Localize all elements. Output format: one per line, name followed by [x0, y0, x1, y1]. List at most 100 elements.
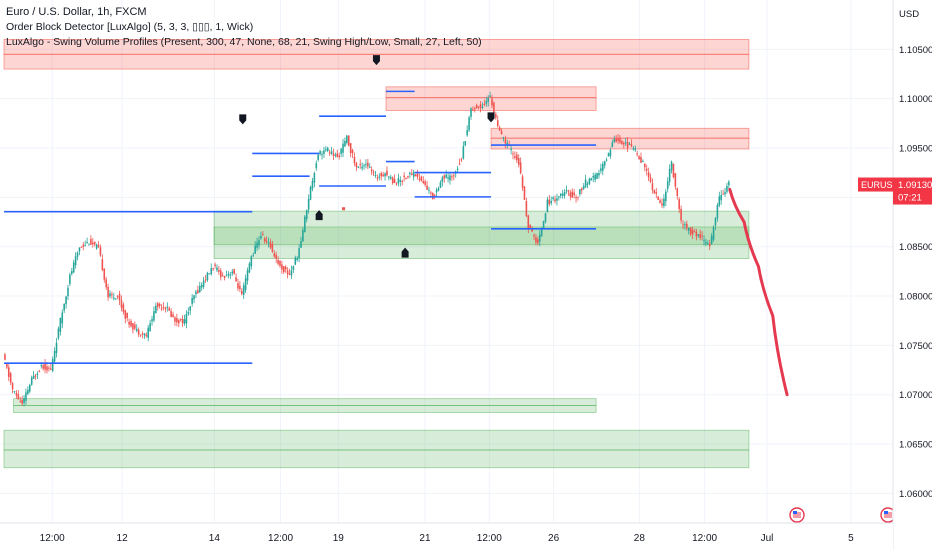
candle-body	[122, 304, 125, 312]
candle-body	[135, 328, 138, 331]
candle-body	[426, 185, 428, 190]
candle-body	[443, 175, 446, 179]
candle-body	[407, 176, 409, 178]
candle-body	[25, 392, 27, 401]
candle-body	[674, 173, 677, 187]
price-tick-label: 1.08500	[899, 242, 932, 253]
candle-body	[197, 290, 199, 293]
candle-body	[325, 149, 327, 151]
candle-body	[36, 373, 39, 375]
candle-body	[298, 248, 300, 259]
candle-body	[191, 298, 193, 304]
candle-body	[216, 267, 218, 271]
indicator-order-block[interactable]: Order Block Detector [LuxAlgo] (5, 3, 3,…	[6, 21, 254, 33]
candle-body	[239, 285, 241, 290]
time-tick-label: 28	[634, 533, 646, 544]
current-price-label: 1.09130	[898, 180, 932, 191]
candle-body	[198, 286, 201, 293]
candle-body	[556, 198, 558, 201]
candle-body	[487, 98, 489, 102]
candle-body	[464, 141, 467, 146]
candle-body	[598, 173, 600, 176]
candle-body	[466, 130, 468, 136]
candle-body	[141, 333, 144, 335]
candle-body	[676, 188, 679, 197]
candle-body	[290, 270, 293, 276]
candle-body	[97, 244, 100, 247]
candle-body	[565, 190, 568, 192]
candle-body	[172, 314, 174, 317]
candle-body	[506, 142, 509, 146]
candle-body	[139, 334, 142, 336]
candle-body	[483, 104, 486, 106]
candle-body	[558, 196, 560, 198]
demand-zone	[3, 429, 750, 451]
candle-body	[130, 321, 132, 327]
candle-body	[300, 241, 302, 248]
candle-body	[500, 131, 503, 135]
candle-body	[523, 186, 526, 200]
candle-body	[451, 176, 453, 178]
candle-body	[630, 144, 633, 147]
candle-body	[489, 95, 491, 97]
candle-body	[397, 178, 400, 184]
candle-body	[69, 274, 71, 285]
candle-body	[181, 318, 184, 324]
swing-high-marker	[239, 114, 247, 125]
candle-body	[430, 192, 432, 194]
candle-body	[580, 188, 583, 191]
candle-body	[724, 192, 726, 195]
candle-body	[11, 383, 14, 390]
candle-body	[99, 247, 102, 256]
candle-body	[437, 188, 440, 191]
symbol-title[interactable]: Euro / U.S. Dollar, 1h, FXCM	[6, 6, 147, 18]
candle-body	[44, 363, 46, 370]
candle-body	[265, 240, 268, 242]
candle-body	[615, 138, 617, 142]
price-tick-label: 1.07500	[899, 341, 932, 352]
time-tick-label: 14	[209, 533, 221, 544]
candle-body	[703, 240, 705, 242]
candle-body	[611, 142, 614, 148]
candle-body	[176, 318, 178, 323]
candle-body	[546, 199, 549, 213]
candle-body	[223, 276, 226, 278]
swing-low-marker	[315, 210, 323, 221]
candle-body	[128, 321, 130, 325]
candle-body	[554, 199, 556, 202]
candle-body	[728, 181, 730, 186]
candle-body	[250, 256, 253, 267]
candle-body	[708, 243, 711, 247]
indicator-swing-volume[interactable]: LuxAlgo - Swing Volume Profiles (Present…	[6, 36, 482, 48]
candle-body	[414, 174, 417, 177]
candle-body	[292, 266, 295, 270]
candle-body	[275, 254, 277, 259]
candle-body	[208, 273, 211, 275]
candle-body	[670, 161, 673, 171]
candle-body	[357, 166, 360, 168]
candle-body	[23, 397, 25, 404]
candle-body	[531, 229, 533, 232]
candle-body	[233, 269, 235, 274]
candle-body	[286, 270, 289, 275]
candle-body	[684, 224, 686, 226]
candle-body	[586, 183, 589, 185]
candle-body	[319, 151, 321, 155]
candle-body	[240, 291, 243, 294]
candle-body	[626, 142, 629, 148]
candle-body	[162, 307, 165, 309]
candle-body	[588, 178, 591, 184]
candle-body	[569, 192, 572, 197]
time-axis-bg	[0, 523, 893, 550]
candle-body	[212, 268, 214, 270]
candle-body	[678, 199, 680, 210]
candle-body	[283, 266, 285, 272]
candle-body	[378, 176, 381, 178]
candle-body	[575, 197, 577, 199]
candle-body	[118, 293, 121, 301]
candle-body	[95, 244, 98, 249]
candle-body	[204, 279, 207, 281]
candle-body	[361, 166, 363, 169]
candle-body	[126, 312, 128, 318]
